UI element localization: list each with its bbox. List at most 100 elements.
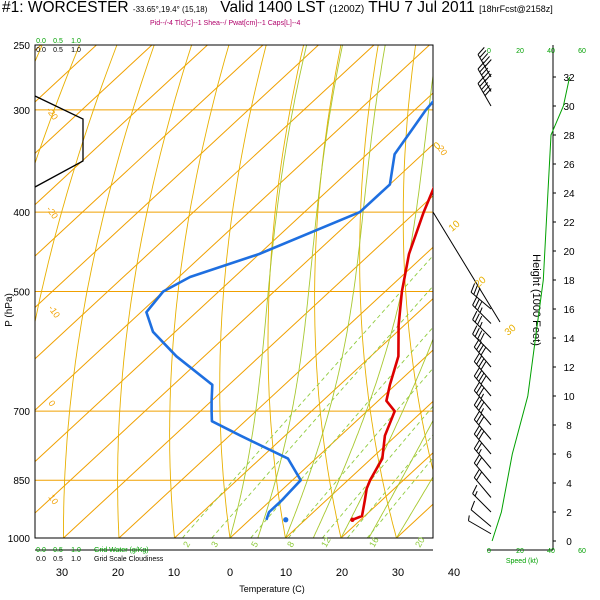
wind-barb — [477, 61, 492, 92]
wind-barb-staff — [473, 419, 492, 440]
black-marker-line — [432, 211, 501, 323]
wind-barb-flag — [477, 47, 485, 55]
pressure-tick-label: 850 — [13, 476, 30, 487]
x-tick-label: 10 — [168, 567, 180, 579]
dry-adiabat-line — [117, 45, 193, 538]
x-tick-label: 40 — [448, 567, 460, 579]
params-subtitle: Pid--/-4 Tlc[C]--1 Shea--/ Pwat[cm]--1 C… — [150, 20, 301, 27]
isotherm-line — [35, 45, 264, 257]
wind-barb-flag — [472, 484, 478, 494]
wind-barb-flag — [479, 307, 483, 313]
wind-barb-staff — [473, 462, 492, 484]
x-tick-label: 20 — [336, 567, 348, 579]
wind-barb-flag — [479, 50, 487, 58]
wind-barb-staff — [473, 448, 492, 469]
dry-adiabat-label: 20 — [473, 274, 489, 290]
wind-barb-flag — [478, 344, 485, 353]
wind-barb-flag — [473, 440, 480, 449]
wind-barb-flag — [480, 393, 485, 399]
surface-dewpoint-point — [283, 517, 289, 523]
isotherm-line — [229, 349, 433, 538]
valid-time: Valid 1400 LST — [220, 0, 325, 16]
forecast-label: [18hrFcst@2158z] — [479, 4, 553, 14]
dry-adiabat-line — [63, 45, 155, 538]
wind-barb-flag — [474, 490, 478, 497]
wind-barb-staff — [468, 520, 492, 535]
wind-barb-staff — [472, 319, 492, 339]
mixing-ratio-label: 5 — [249, 540, 260, 549]
wind-barb-flag — [478, 387, 485, 397]
dry-adiabat-line — [446, 45, 508, 538]
wind-barb-flag — [473, 367, 480, 377]
y-axis-title: P (hPa) — [4, 293, 15, 327]
wind-barb — [472, 484, 492, 513]
mixing-ratio-label: 16 — [367, 535, 381, 549]
height-tick-label: 24 — [563, 189, 575, 200]
wind-barb-flag — [473, 353, 480, 362]
height-tick-label: 0 — [566, 537, 572, 548]
wind-barb-flag — [473, 469, 480, 478]
height-tick-label: 20 — [563, 247, 575, 258]
isotherm-line — [35, 92, 433, 463]
wind-barb — [473, 338, 492, 368]
wind-barb-staff — [472, 333, 492, 353]
wind-barb-flag — [473, 425, 480, 435]
x-tick-label: 30 — [56, 567, 68, 579]
mixing-ratio-line — [287, 367, 433, 538]
dry-adiabat-label: 0 — [432, 140, 444, 152]
wind-barb — [473, 425, 492, 455]
moist-adiabat-line — [257, 45, 343, 538]
wind-barb-flag — [480, 375, 487, 385]
wind-barb-flag — [476, 355, 482, 365]
dry-adiabat-line — [359, 45, 397, 538]
wind-barb — [467, 515, 492, 535]
speed-tick-label-top: 20 — [516, 48, 524, 55]
wind-barb-flag — [470, 283, 476, 293]
wind-barb-flag — [476, 399, 482, 409]
cloud-scale-label-bottom-green: 0.0 — [36, 547, 46, 554]
wind-barb-flag — [473, 396, 480, 406]
dry-adiabat-line — [35, 45, 118, 324]
station-coords: -33.65°,19.4° (15,18) — [132, 5, 208, 14]
moist-adiabat-line — [229, 45, 308, 538]
isotherm-line — [563, 45, 600, 538]
cloud-scale-label-bottom: 0.5 — [53, 556, 63, 563]
isotherm-label: 0 — [46, 398, 57, 408]
wind-barb-flag — [476, 442, 482, 452]
cloud-scale-label-bottom: 1.0 — [71, 556, 81, 563]
dry-adiabat-line — [565, 45, 600, 538]
moist-adiabat-line — [396, 476, 433, 538]
wind-barb-flag — [476, 384, 482, 394]
mixing-ratio-label: 2 — [181, 540, 192, 549]
utc-time: (1200Z) — [329, 4, 365, 15]
mixing-ratio-label: 12 — [319, 535, 333, 549]
wind-barb-flag — [479, 332, 485, 342]
wind-barb — [473, 396, 492, 426]
height-tick-label: 26 — [563, 160, 575, 171]
pressure-tick-label: 400 — [13, 208, 30, 219]
wind-barb-flag — [479, 321, 483, 328]
wind-barb-flag — [472, 296, 478, 306]
height-tick-label: 18 — [563, 276, 575, 287]
wind-barb-flag — [480, 361, 487, 370]
pressure-tick-label: 1000 — [8, 534, 31, 545]
wind-barb-flag — [477, 315, 483, 325]
height-tick-label: 28 — [563, 131, 575, 142]
wind-barb — [473, 411, 492, 440]
wind-barb-staff — [477, 54, 492, 78]
isotherm-label: -20 — [44, 204, 60, 220]
wind-barb-flag — [476, 457, 482, 467]
speed-tick-label-bottom: 60 — [578, 548, 586, 555]
pressure-tick-label: 700 — [13, 407, 30, 418]
wind-barb-flag — [480, 408, 485, 414]
isotherm-line — [35, 45, 375, 360]
wind-barb-staff — [477, 68, 492, 92]
height-tick-label: 30 — [563, 102, 575, 113]
wind-barb-flag — [476, 370, 482, 380]
cloud-scale-label-top-green: 0.5 — [53, 38, 63, 45]
wind-barb-flag — [484, 59, 492, 67]
wind-barb-flag — [472, 310, 478, 320]
speed-tick-label-top: 60 — [578, 48, 586, 55]
wind-barb-flag — [473, 411, 480, 420]
height-tick-label: 14 — [563, 334, 575, 345]
